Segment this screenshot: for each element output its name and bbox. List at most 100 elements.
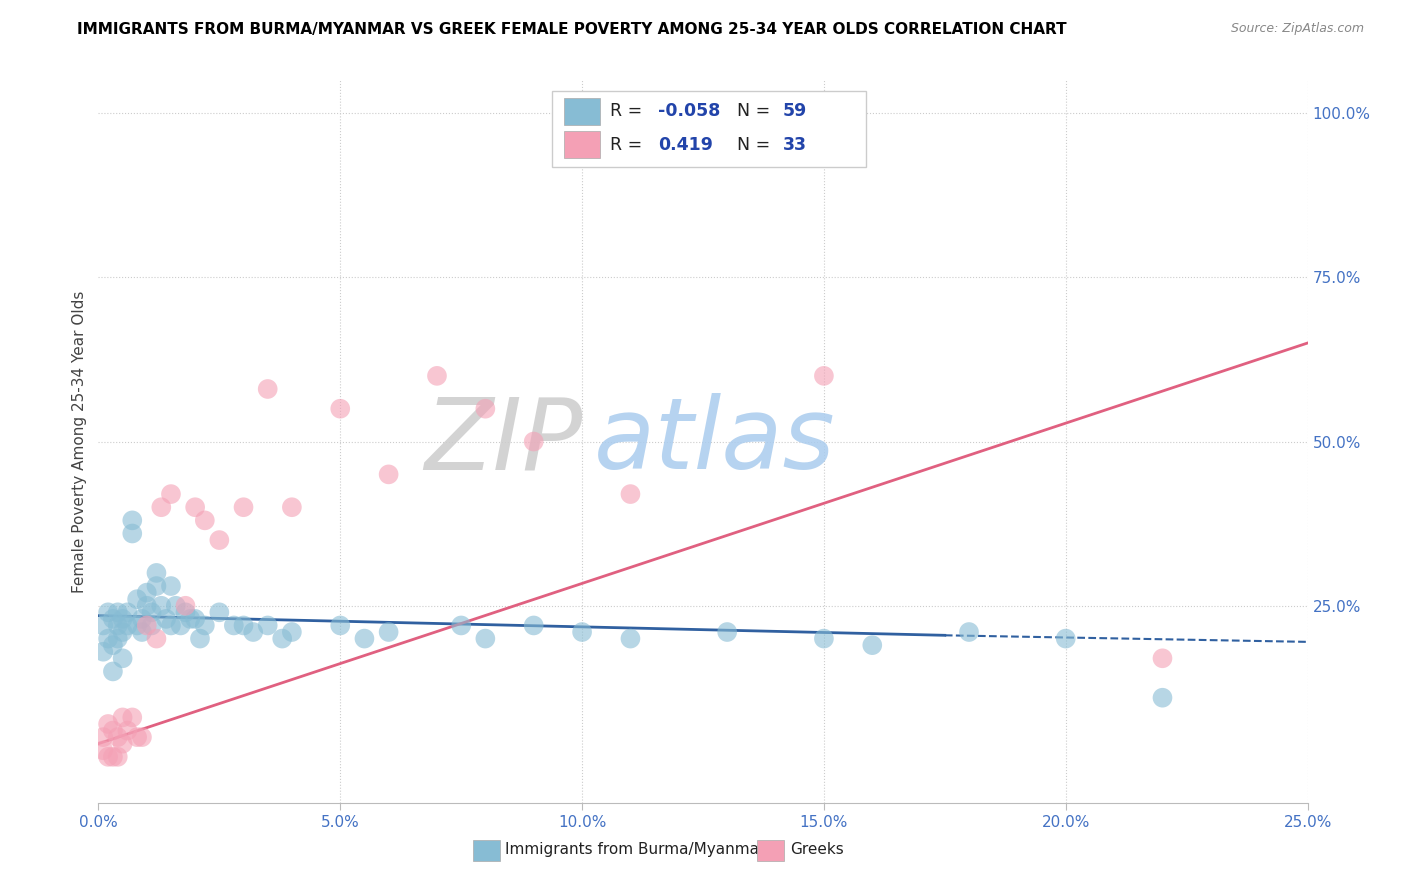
Point xyxy=(174,599,197,613)
Text: Immigrants from Burma/Myanmar: Immigrants from Burma/Myanmar xyxy=(505,842,765,857)
Point xyxy=(117,723,139,738)
Point xyxy=(127,730,149,744)
Point xyxy=(571,625,593,640)
Point xyxy=(107,749,129,764)
Point xyxy=(101,612,124,626)
FancyBboxPatch shape xyxy=(564,97,600,125)
Point xyxy=(208,605,231,619)
Point xyxy=(111,625,134,640)
Point xyxy=(141,605,163,619)
Point xyxy=(101,749,124,764)
Point xyxy=(165,599,187,613)
Point xyxy=(256,382,278,396)
Point xyxy=(619,632,641,646)
Point xyxy=(97,749,120,764)
Point xyxy=(135,599,157,613)
Point xyxy=(188,632,211,646)
Point xyxy=(281,500,304,515)
Point xyxy=(121,710,143,724)
Point xyxy=(145,579,167,593)
Point xyxy=(91,645,114,659)
FancyBboxPatch shape xyxy=(758,840,785,861)
Point xyxy=(107,618,129,632)
Point xyxy=(107,730,129,744)
Point xyxy=(117,618,139,632)
Point xyxy=(813,632,835,646)
Point xyxy=(271,632,294,646)
Point xyxy=(155,612,177,626)
Point xyxy=(91,743,114,757)
Text: IMMIGRANTS FROM BURMA/MYANMAR VS GREEK FEMALE POVERTY AMONG 25-34 YEAR OLDS CORR: IMMIGRANTS FROM BURMA/MYANMAR VS GREEK F… xyxy=(77,22,1067,37)
Point xyxy=(329,618,352,632)
Text: -0.058: -0.058 xyxy=(658,103,721,120)
Point xyxy=(1054,632,1077,646)
Point xyxy=(107,605,129,619)
Point xyxy=(150,500,173,515)
Point xyxy=(135,618,157,632)
Point xyxy=(97,717,120,731)
Point xyxy=(174,605,197,619)
Point xyxy=(523,618,546,632)
Point xyxy=(222,618,245,632)
Point xyxy=(523,434,546,449)
Point xyxy=(127,592,149,607)
Point xyxy=(232,618,254,632)
Point xyxy=(97,605,120,619)
Point xyxy=(256,618,278,632)
Point xyxy=(716,625,738,640)
Text: Source: ZipAtlas.com: Source: ZipAtlas.com xyxy=(1230,22,1364,36)
Point xyxy=(377,625,399,640)
Point xyxy=(160,618,183,632)
Point xyxy=(111,651,134,665)
Point xyxy=(169,618,191,632)
Point xyxy=(474,401,496,416)
FancyBboxPatch shape xyxy=(564,131,600,158)
Point xyxy=(91,730,114,744)
Text: Greeks: Greeks xyxy=(790,842,844,857)
Point xyxy=(121,513,143,527)
Point xyxy=(426,368,449,383)
Point xyxy=(111,612,134,626)
Point xyxy=(474,632,496,646)
Point xyxy=(208,533,231,547)
Point xyxy=(194,618,217,632)
Point xyxy=(232,500,254,515)
Point xyxy=(329,401,352,416)
Text: 0.419: 0.419 xyxy=(658,136,713,153)
FancyBboxPatch shape xyxy=(551,91,866,167)
Point xyxy=(1152,651,1174,665)
Point xyxy=(145,566,167,580)
Point xyxy=(353,632,375,646)
Point xyxy=(111,737,134,751)
Point xyxy=(131,612,153,626)
Point xyxy=(101,665,124,679)
Point xyxy=(101,638,124,652)
Point xyxy=(184,500,207,515)
Point xyxy=(957,625,980,640)
Point xyxy=(160,487,183,501)
FancyBboxPatch shape xyxy=(474,840,501,861)
Text: atlas: atlas xyxy=(595,393,835,490)
Point xyxy=(813,368,835,383)
Point xyxy=(377,467,399,482)
Point xyxy=(150,599,173,613)
Point xyxy=(101,723,124,738)
Y-axis label: Female Poverty Among 25-34 Year Olds: Female Poverty Among 25-34 Year Olds xyxy=(72,291,87,592)
Text: N =: N = xyxy=(737,136,776,153)
Point xyxy=(91,618,114,632)
Point xyxy=(1152,690,1174,705)
Point xyxy=(184,612,207,626)
Point xyxy=(860,638,883,652)
Point xyxy=(131,625,153,640)
Point xyxy=(160,579,183,593)
Point xyxy=(242,625,264,640)
Point xyxy=(194,513,217,527)
Point xyxy=(97,632,120,646)
Point xyxy=(179,612,201,626)
Point xyxy=(281,625,304,640)
Point xyxy=(121,526,143,541)
Text: ZIP: ZIP xyxy=(423,393,582,490)
Point xyxy=(107,632,129,646)
Point xyxy=(450,618,472,632)
Point xyxy=(141,618,163,632)
